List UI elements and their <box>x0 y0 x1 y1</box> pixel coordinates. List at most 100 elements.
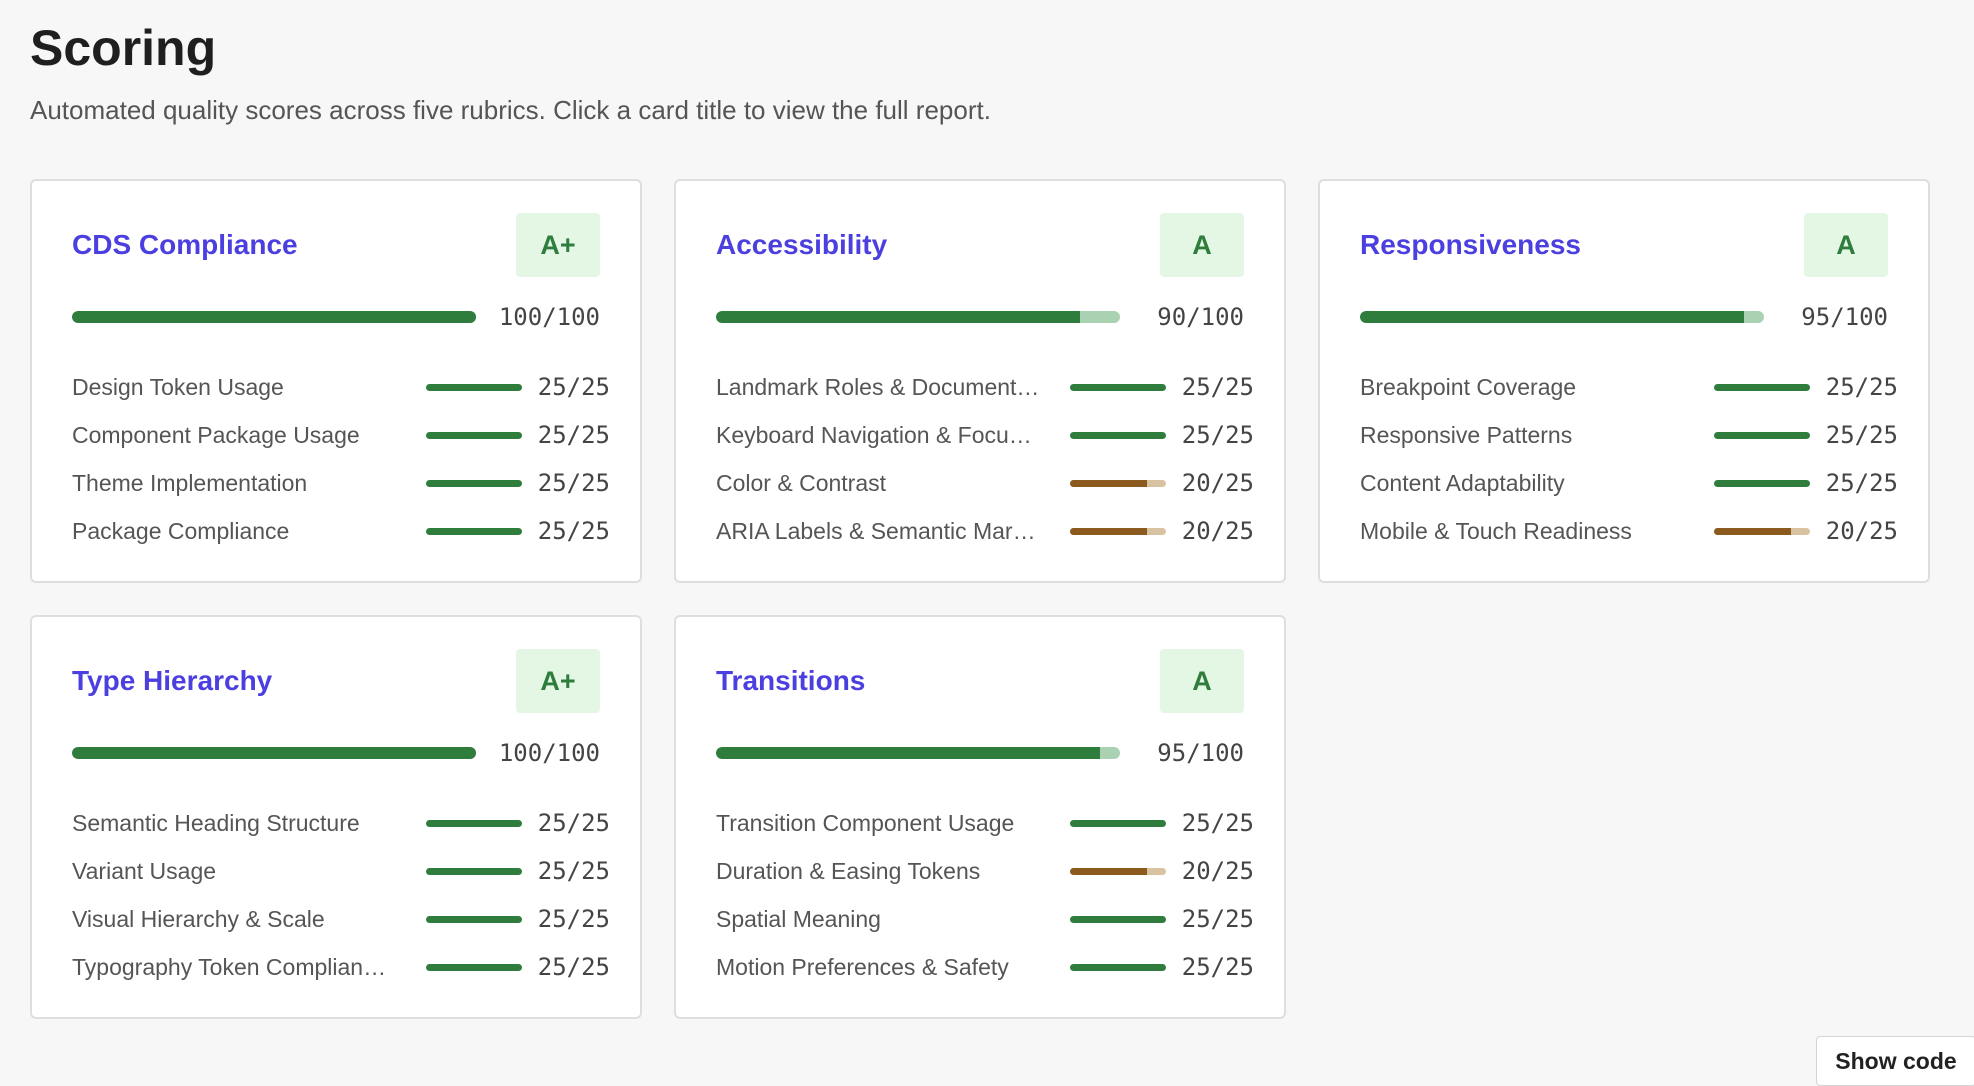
card-title-link[interactable]: Transitions <box>716 665 866 696</box>
total-score-fill <box>716 747 1100 759</box>
criteria-list: Breakpoint Coverage 25/25 Responsive Patte… <box>1360 363 1898 555</box>
total-score-value: 100/100 <box>498 303 600 331</box>
criterion-score-value: 25/25 <box>1181 421 1254 449</box>
criterion-score-value: 20/25 <box>1825 517 1898 545</box>
page-subtitle: Automated quality scores across five rub… <box>30 94 991 125</box>
criterion-score-value: 25/25 <box>1181 373 1254 401</box>
criterion-score-bar <box>425 963 522 971</box>
score-card: CDS Compliance A+ 100/100 Design Token U… <box>30 179 642 583</box>
card-title-link[interactable]: Accessibility <box>716 229 888 260</box>
grade-badge: A+ <box>516 649 600 713</box>
criterion-score-fill <box>425 479 522 487</box>
criterion-score-bar <box>1069 527 1166 535</box>
criterion-score-value: 20/25 <box>1181 857 1254 885</box>
criterion-row: Component Package Usage 25/25 <box>72 411 610 459</box>
criterion-label: Landmark Roles & Document… <box>716 373 1040 400</box>
criterion-score-fill <box>1069 915 1166 923</box>
criterion-score-bar <box>1069 383 1166 391</box>
criterion-label: Color & Contrast <box>716 469 887 496</box>
total-score-value: 90/100 <box>1157 303 1244 331</box>
criterion-row: Duration & Easing Tokens 20/25 <box>716 847 1254 895</box>
card-title-link[interactable]: Responsiveness <box>1360 229 1581 260</box>
criterion-score-value: 25/25 <box>1825 421 1898 449</box>
criterion-label: Theme Implementation <box>72 469 308 496</box>
total-score-value: 100/100 <box>498 739 600 767</box>
total-score-fill <box>72 311 476 323</box>
criterion-score-bar <box>1069 431 1166 439</box>
total-score-bar <box>1360 311 1764 323</box>
card-title-link[interactable]: CDS Compliance <box>72 229 298 260</box>
criterion-score-fill <box>1069 431 1166 439</box>
criterion-score-value: 25/25 <box>537 469 610 497</box>
criterion-score-bar <box>425 479 522 487</box>
criterion-row: ARIA Labels & Semantic Mar… 20/25 <box>716 507 1254 555</box>
criterion-label: Transition Component Usage <box>716 809 1015 836</box>
grade-badge: A <box>1804 213 1888 277</box>
grade-badge: A+ <box>516 213 600 277</box>
criterion-row: Typography Token Complian… 25/25 <box>72 943 610 991</box>
criterion-row: Mobile & Touch Readiness 20/25 <box>1360 507 1898 555</box>
criterion-row: Keyboard Navigation & Focu… 25/25 <box>716 411 1254 459</box>
criterion-score-bar <box>425 867 522 875</box>
criterion-score-value: 25/25 <box>1181 905 1254 933</box>
criterion-score-value: 25/25 <box>537 373 610 401</box>
criterion-score-fill <box>425 431 522 439</box>
criteria-list: Transition Component Usage 25/25 Duration … <box>716 799 1254 991</box>
criterion-score-fill <box>425 819 522 827</box>
criterion-row: Design Token Usage 25/25 <box>72 363 610 411</box>
criterion-score-bar <box>425 915 522 923</box>
criterion-row: Motion Preferences & Safety 25/25 <box>716 943 1254 991</box>
criterion-score-bar <box>1069 963 1166 971</box>
criterion-score-fill <box>1069 963 1166 971</box>
criterion-score-fill <box>425 527 522 535</box>
criterion-row: Content Adaptability 25/25 <box>1360 459 1898 507</box>
criterion-score-value: 25/25 <box>537 905 610 933</box>
criterion-score-bar <box>1069 819 1166 827</box>
criteria-list: Design Token Usage 25/25 Component Package… <box>72 363 610 555</box>
score-card: Type Hierarchy A+ 100/100 Semantic Headi… <box>30 615 642 1019</box>
criterion-score-fill <box>1069 383 1166 391</box>
score-card: Transitions A 95/100 Transition Componen… <box>674 615 1286 1019</box>
criterion-score-bar <box>1713 431 1810 439</box>
criterion-label: Design Token Usage <box>72 373 284 400</box>
score-card-grid: CDS Compliance A+ 100/100 Design Token U… <box>30 179 1930 1019</box>
criterion-score-bar <box>1069 915 1166 923</box>
show-code-button[interactable]: Show code <box>1816 1036 1974 1086</box>
criterion-score-value: 25/25 <box>537 857 610 885</box>
card-title-link[interactable]: Type Hierarchy <box>72 665 273 696</box>
criterion-row: Variant Usage 25/25 <box>72 847 610 895</box>
criterion-score-fill <box>1069 867 1147 875</box>
criterion-row: Spatial Meaning 25/25 <box>716 895 1254 943</box>
criterion-row: Color & Contrast 20/25 <box>716 459 1254 507</box>
total-score-bar <box>716 747 1120 759</box>
score-card: Responsiveness A 95/100 Breakpoint Cover… <box>1318 179 1930 583</box>
criterion-score-fill <box>1713 479 1810 487</box>
criterion-row: Semantic Heading Structure 25/25 <box>72 799 610 847</box>
criterion-score-fill <box>1069 527 1147 535</box>
criterion-row: Theme Implementation 25/25 <box>72 459 610 507</box>
criterion-label: Spatial Meaning <box>716 905 881 932</box>
grade-badge: A <box>1160 213 1244 277</box>
total-score-value: 95/100 <box>1801 303 1888 331</box>
score-card: Accessibility A 90/100 Landmark Roles & … <box>674 179 1286 583</box>
total-score-value: 95/100 <box>1157 739 1244 767</box>
criterion-label: Breakpoint Coverage <box>1360 373 1577 400</box>
criterion-score-bar <box>1713 479 1810 487</box>
criterion-score-value: 20/25 <box>1181 469 1254 497</box>
criterion-label: Duration & Easing Tokens <box>716 857 981 884</box>
criterion-score-fill <box>425 383 522 391</box>
criterion-score-fill <box>1713 527 1791 535</box>
criterion-score-bar <box>1069 867 1166 875</box>
criterion-row: Landmark Roles & Document… 25/25 <box>716 363 1254 411</box>
criterion-score-fill <box>425 915 522 923</box>
criterion-label: Visual Hierarchy & Scale <box>72 905 325 932</box>
total-score-bar <box>72 747 476 759</box>
criteria-list: Semantic Heading Structure 25/25 Variant U… <box>72 799 610 991</box>
criterion-score-value: 20/25 <box>1181 517 1254 545</box>
criteria-list: Landmark Roles & Document… 25/25 Keyboard … <box>716 363 1254 555</box>
criterion-score-bar <box>425 431 522 439</box>
total-score-fill <box>1360 311 1744 323</box>
criterion-score-value: 25/25 <box>537 517 610 545</box>
criterion-score-value: 25/25 <box>537 809 610 837</box>
criterion-score-bar <box>1713 527 1810 535</box>
